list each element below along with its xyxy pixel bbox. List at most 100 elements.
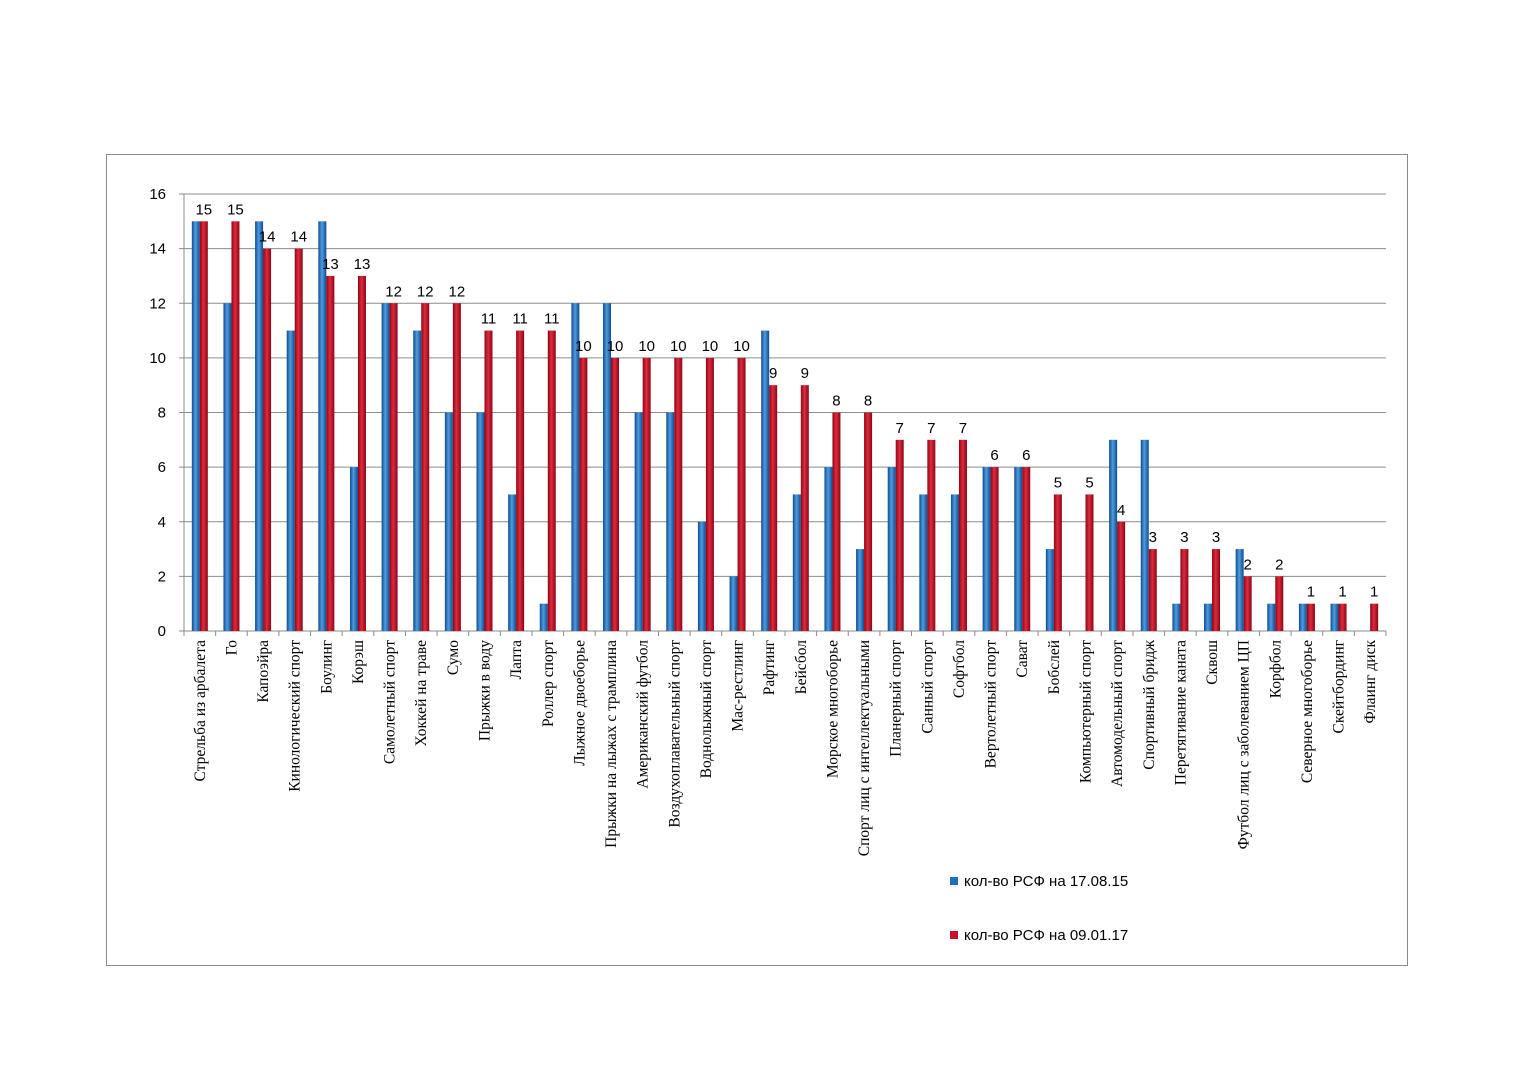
bar-series-1 <box>603 303 612 631</box>
data-label: 7 <box>927 420 935 437</box>
category-label: Мас-рестлинг <box>730 640 747 732</box>
bar-series-2 <box>642 357 651 631</box>
data-label: 3 <box>1212 529 1220 546</box>
category-label: Хоккей на траве <box>413 640 430 747</box>
bar-series-2 <box>326 275 335 631</box>
bar-series-2 <box>516 330 525 631</box>
bar-series-2 <box>231 221 240 631</box>
bar-series-2 <box>294 248 303 631</box>
y-tick-label: 16 <box>149 186 166 203</box>
bar-series-2 <box>895 439 904 631</box>
data-label: 12 <box>449 283 466 300</box>
bar-series-1 <box>950 494 959 631</box>
bar-series-1 <box>476 412 485 631</box>
category-label: Прыжки на лыжах с трамплина <box>603 640 620 848</box>
bar-series-2 <box>579 357 588 631</box>
bar-series-2 <box>800 385 809 631</box>
bar-series-2 <box>1117 521 1126 631</box>
category-label: Корэш <box>350 640 367 684</box>
bar-series-1 <box>1298 603 1307 631</box>
category-label: Компьютерный спорт <box>1078 640 1095 783</box>
category-label: Планерный спорт <box>888 640 905 757</box>
bar-series-1 <box>381 303 390 631</box>
legend-label: кол-во РСФ на 09.01.17 <box>964 927 1128 944</box>
data-label: 1 <box>1307 584 1315 601</box>
category-label: Санный спорт <box>919 640 936 734</box>
bar-series-2 <box>421 303 430 631</box>
category-label: Автомодельный спорт <box>1109 640 1126 787</box>
bar-series-1 <box>539 603 548 631</box>
bar-series-2 <box>927 439 936 631</box>
category-label: Стрельба из арбалета <box>192 640 209 782</box>
bar-series-1 <box>255 221 264 631</box>
data-label: 10 <box>733 338 750 355</box>
category-label: Корфбол <box>1267 640 1284 699</box>
bar-series-1 <box>919 494 928 631</box>
bar-series-1 <box>761 330 770 631</box>
data-label: 6 <box>1022 447 1030 464</box>
data-label: 9 <box>801 365 809 382</box>
category-label: Софтбол <box>951 640 968 698</box>
bar-series-1 <box>571 303 580 631</box>
category-labels: Стрельба из арбалета Го Капоэйра Кинологиче… <box>192 640 1379 857</box>
bar-series-2 <box>864 412 873 631</box>
bar-series-1 <box>634 412 643 631</box>
bar-series-2 <box>611 357 620 631</box>
category-label: Кинологический спорт <box>287 640 304 792</box>
data-label: 8 <box>864 393 872 410</box>
category-label: Северное многоборье <box>1299 640 1316 783</box>
bar-series-2 <box>674 357 683 631</box>
category-label: Бобслей <box>1046 640 1063 694</box>
bar-series-1 <box>824 467 833 631</box>
bar-series-2 <box>769 385 778 631</box>
data-label: 1 <box>1338 584 1346 601</box>
bar-series-2 <box>958 439 967 631</box>
category-label: Спорт лиц с интеллектуальными <box>856 640 873 856</box>
bar-series-1 <box>444 412 453 631</box>
bar-series-1 <box>856 549 865 631</box>
bar-series-2 <box>1053 494 1062 631</box>
bar-series-1 <box>1204 603 1213 631</box>
bar-series-2 <box>1085 494 1094 631</box>
bar-series-1 <box>666 412 675 631</box>
bar-series-2 <box>1243 576 1252 631</box>
bar-series-2 <box>1212 549 1221 631</box>
data-label: 15 <box>195 201 212 218</box>
bar-series-1 <box>508 494 517 631</box>
data-label: 9 <box>769 365 777 382</box>
category-label: Сават <box>1014 640 1031 678</box>
data-label: 7 <box>896 420 904 437</box>
legend-swatch <box>950 877 958 885</box>
data-label: 1 <box>1370 584 1378 601</box>
y-tick-label: 0 <box>158 623 166 640</box>
data-label: 10 <box>607 338 624 355</box>
y-tick-label: 4 <box>158 514 166 531</box>
bar-series-2 <box>1275 576 1284 631</box>
data-label: 10 <box>638 338 655 355</box>
bar-series-2 <box>452 303 461 631</box>
data-label: 14 <box>259 229 276 246</box>
bar-series-2 <box>737 357 746 631</box>
bar-series-1 <box>982 467 991 631</box>
bar-series-2 <box>547 330 556 631</box>
category-label: Капоэйра <box>255 640 272 703</box>
data-label: 12 <box>417 283 434 300</box>
category-label: Боулинг <box>318 640 335 694</box>
category-label: Американский футбол <box>635 640 652 789</box>
y-tick-label: 6 <box>158 459 166 476</box>
bar-series-2 <box>484 330 493 631</box>
category-label: Воднолыжный спорт <box>698 640 715 779</box>
data-label: 5 <box>1054 474 1062 491</box>
bar-series-2 <box>832 412 841 631</box>
data-label: 6 <box>990 447 998 464</box>
data-label: 3 <box>1149 529 1157 546</box>
bar-series-1 <box>349 467 358 631</box>
bar-series-1 <box>1109 439 1118 631</box>
category-label: Самолетный спорт <box>382 640 399 764</box>
bar-series-1 <box>729 576 738 631</box>
bar-series-2 <box>357 275 366 631</box>
legend-label: кол-во РСФ на 17.08.15 <box>964 873 1128 890</box>
category-label: Перетягивание каната <box>1172 640 1189 785</box>
y-tick-label: 12 <box>149 295 166 312</box>
data-label: 4 <box>1117 502 1125 519</box>
